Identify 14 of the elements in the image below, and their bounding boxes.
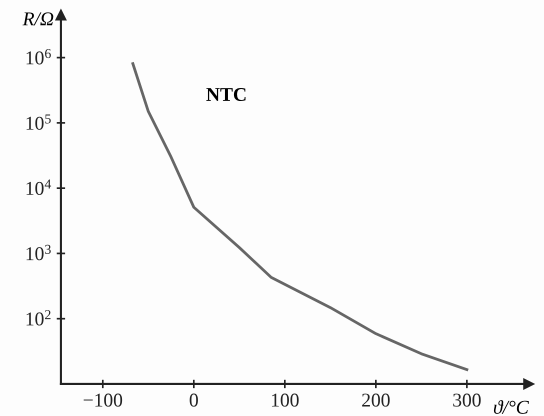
line-series <box>131 62 468 371</box>
y-tick-label: 10$^{6}$ <box>26 48 51 64</box>
x-tick-label: 100 <box>272 394 299 407</box>
text: NTC <box>206 88 246 102</box>
x-axis-title: ϑ/°C <box>494 400 529 414</box>
x-tick-label: 200 <box>362 394 390 407</box>
y-tick-label: 10$^{3}$ <box>26 244 51 260</box>
y-tick-label: 10$^{5}$ <box>26 114 51 130</box>
x-tick-label: 300 <box>453 394 481 407</box>
y-tick-label: 10$^{4}$ <box>26 180 52 195</box>
x-tick-label: 0 <box>190 394 198 407</box>
y-axis-title: R/Ω <box>22 12 54 26</box>
y-tick-label: 10$^{2}$ <box>26 310 51 326</box>
x-tick-label: −100 <box>84 394 122 407</box>
